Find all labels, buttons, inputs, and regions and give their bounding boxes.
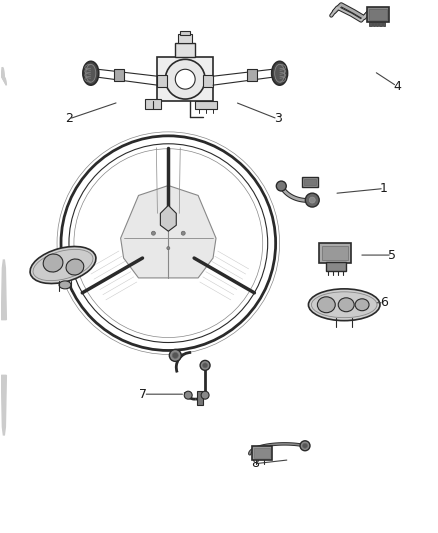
Bar xyxy=(376,21,378,26)
Ellipse shape xyxy=(43,254,63,272)
Circle shape xyxy=(165,59,205,99)
Bar xyxy=(178,35,192,43)
Polygon shape xyxy=(160,205,176,231)
Polygon shape xyxy=(1,260,7,320)
Bar xyxy=(157,75,167,87)
Bar xyxy=(379,21,382,26)
Circle shape xyxy=(138,213,198,273)
Ellipse shape xyxy=(275,64,285,82)
Bar xyxy=(369,21,371,26)
Ellipse shape xyxy=(66,259,84,275)
Bar xyxy=(303,176,318,187)
Polygon shape xyxy=(1,67,7,85)
Polygon shape xyxy=(1,375,7,435)
Ellipse shape xyxy=(86,64,96,82)
Text: 6: 6 xyxy=(380,296,388,309)
Ellipse shape xyxy=(30,246,96,284)
Bar xyxy=(247,69,257,81)
Bar xyxy=(157,58,213,101)
Circle shape xyxy=(167,247,170,249)
Circle shape xyxy=(201,391,209,399)
Text: 5: 5 xyxy=(388,248,396,262)
Ellipse shape xyxy=(33,249,93,281)
Bar xyxy=(367,6,389,21)
Bar xyxy=(180,30,190,36)
Circle shape xyxy=(305,193,319,207)
Bar xyxy=(203,75,213,87)
Circle shape xyxy=(276,181,286,191)
Bar xyxy=(254,448,270,458)
Bar xyxy=(145,99,161,109)
Circle shape xyxy=(300,441,310,451)
Circle shape xyxy=(172,352,178,358)
Ellipse shape xyxy=(355,299,369,311)
Circle shape xyxy=(170,350,181,361)
Ellipse shape xyxy=(308,289,380,321)
Circle shape xyxy=(303,443,307,448)
Text: 2: 2 xyxy=(65,112,73,125)
Ellipse shape xyxy=(272,61,288,85)
Bar xyxy=(326,262,346,271)
Text: 1: 1 xyxy=(380,182,388,195)
Circle shape xyxy=(152,231,155,235)
Ellipse shape xyxy=(338,298,354,312)
Bar xyxy=(373,21,375,26)
Ellipse shape xyxy=(83,61,99,85)
Circle shape xyxy=(200,360,210,370)
Text: 7: 7 xyxy=(139,387,148,401)
Bar xyxy=(369,9,387,20)
Circle shape xyxy=(309,197,315,203)
Circle shape xyxy=(181,231,185,235)
Text: 4: 4 xyxy=(393,79,401,93)
Bar xyxy=(175,43,195,58)
Ellipse shape xyxy=(59,281,71,289)
Bar xyxy=(304,179,316,184)
Bar xyxy=(319,243,351,263)
Circle shape xyxy=(184,391,192,399)
Polygon shape xyxy=(120,185,216,278)
Bar xyxy=(195,101,217,109)
Bar xyxy=(197,391,203,405)
Text: 8: 8 xyxy=(251,457,259,470)
Bar xyxy=(322,246,348,260)
Polygon shape xyxy=(1,67,7,85)
Text: 6: 6 xyxy=(45,256,53,270)
Bar xyxy=(114,69,124,81)
Text: 3: 3 xyxy=(274,112,282,125)
Ellipse shape xyxy=(311,292,377,318)
Circle shape xyxy=(203,363,208,368)
Circle shape xyxy=(175,69,195,89)
Bar xyxy=(383,21,385,26)
Ellipse shape xyxy=(318,297,335,313)
Bar xyxy=(252,446,272,460)
